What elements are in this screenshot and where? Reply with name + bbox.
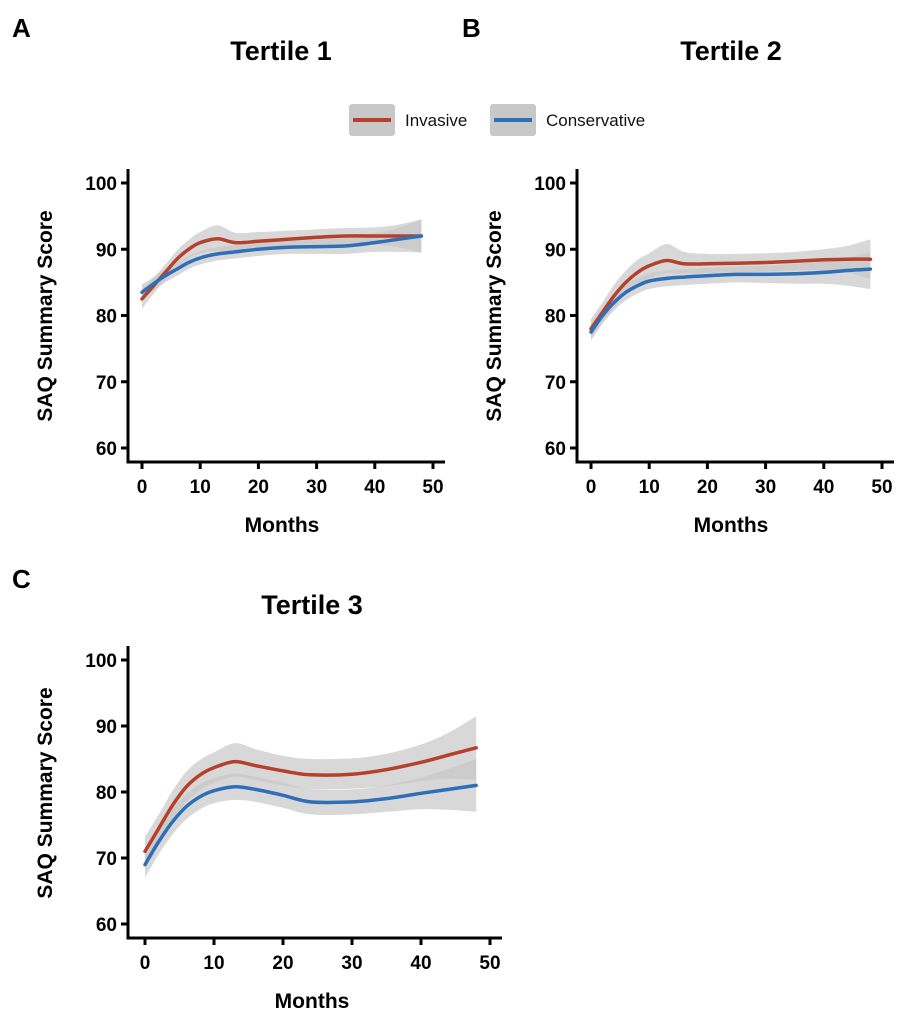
panel-c-band-invasive (145, 716, 477, 866)
panel-b-series-lines (589, 257, 873, 334)
panel-b-y-tick-label: 90 (545, 240, 566, 261)
panel-b-x-tick-label: 40 (813, 477, 834, 498)
panel-c-y-tick-label: 100 (85, 651, 117, 672)
legend-label-conservative: Conservative (546, 111, 645, 130)
panel-a-x-tick-label: 10 (190, 477, 211, 498)
panel-b-axes: 60 70 80 90 100 0 10 20 30 40 50 (534, 169, 894, 498)
panel-a-axes: 60 70 80 90 100 0 10 20 30 40 50 (85, 169, 445, 498)
panel-b-x-tick-label: 30 (755, 477, 776, 498)
panel-b-x-tick-label: 0 (586, 477, 597, 498)
panel-b-plot: 60 70 80 90 100 0 10 20 30 40 50 Months SAQ Summar… (483, 169, 894, 537)
panel-c-y-tick-label: 60 (96, 915, 117, 936)
panel-a-plot: 60 70 80 90 100 0 10 20 30 40 50 Months SAQ Summar… (34, 169, 445, 537)
legend-label-invasive: Invasive (405, 111, 467, 130)
panel-c-line-invasive (143, 746, 478, 854)
panel-a-x-tick-label: 50 (422, 477, 443, 498)
panel-c-confidence-bands (145, 716, 477, 878)
panel-c-y-tick-label: 70 (96, 849, 117, 870)
panel-c-series-lines (143, 746, 478, 867)
panel-b-line-invasive (589, 257, 873, 331)
panel-a-x-tick-label: 40 (364, 477, 385, 498)
panel-c-plot: 60 70 80 90 100 0 10 20 30 40 50 Months SAQ Summar… (34, 646, 502, 1013)
panel-a-y-tick-label: 100 (85, 174, 117, 195)
panel-a-line-invasive (140, 234, 424, 301)
panel-c-x-tick-label: 30 (341, 953, 362, 974)
panel-b-y-tick-label: 60 (545, 439, 566, 460)
panel-a-x-tick-label: 0 (137, 477, 148, 498)
panel-a-y-tick-label: 90 (96, 240, 117, 261)
panel-c-title: Tertile 3 (261, 590, 363, 620)
panel-letter-c: C (12, 564, 31, 594)
panel-b-x-tick-label: 50 (871, 477, 892, 498)
panel-c-y-axis-title: SAQ Summary Score (34, 687, 57, 898)
panel-b-x-tick-label: 10 (639, 477, 660, 498)
panel-a-y-tick-label: 80 (96, 307, 117, 328)
panel-a-y-tick-label: 70 (96, 373, 117, 394)
panel-a-x-tick-label: 20 (248, 477, 269, 498)
panel-c-x-tick-label: 20 (272, 953, 293, 974)
legend: Invasive Conservative (349, 104, 645, 136)
panel-c-x-tick-label: 0 (140, 953, 151, 974)
panel-letter-a: A (12, 13, 31, 43)
panel-c-y-tick-label: 80 (96, 783, 117, 804)
panel-b-y-tick-label: 80 (545, 307, 566, 328)
panel-c-y-tick-label: 90 (96, 717, 117, 738)
panel-c-axes: 60 70 80 90 100 0 10 20 30 40 50 (85, 646, 502, 974)
panel-c-x-tick-label: 10 (203, 953, 224, 974)
panel-b-y-tick-label: 100 (534, 174, 566, 195)
panel-a-y-axis-title: SAQ Summary Score (34, 210, 57, 421)
panel-c-x-tick-label: 50 (479, 953, 500, 974)
panel-a-title: Tertile 1 (230, 36, 332, 66)
panel-c-x-tick-label: 40 (410, 953, 431, 974)
panel-letter-b: B (462, 13, 481, 43)
panel-a-band-conservative (142, 219, 422, 301)
panel-a-series-lines (140, 234, 424, 301)
panel-c-line-conservative (143, 783, 478, 867)
panel-b-title: Tertile 2 (680, 36, 782, 66)
panel-b-y-tick-label: 70 (545, 373, 566, 394)
panel-a-confidence-bands (142, 219, 422, 309)
panel-b-x-axis-title: Months (694, 514, 769, 537)
panel-b-y-axis-title: SAQ Summary Score (483, 210, 506, 421)
panel-a-x-tick-label: 30 (306, 477, 327, 498)
panel-a-line-conservative (140, 234, 424, 295)
panel-b-x-tick-label: 20 (697, 477, 718, 498)
panel-c-x-axis-title: Months (275, 990, 350, 1013)
panel-a-x-axis-title: Months (245, 514, 320, 537)
panel-a-y-tick-label: 60 (96, 439, 117, 460)
panel-b-line-conservative (589, 267, 873, 334)
